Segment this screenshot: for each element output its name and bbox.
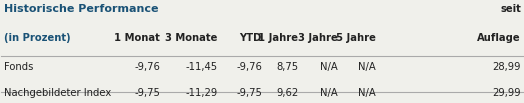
Text: -9,76: -9,76 bbox=[135, 61, 160, 71]
Text: Nachgebildeter Index: Nachgebildeter Index bbox=[4, 88, 111, 98]
Text: -11,29: -11,29 bbox=[185, 88, 217, 98]
Text: 1 Jahre: 1 Jahre bbox=[258, 33, 299, 43]
Text: Fonds: Fonds bbox=[4, 61, 34, 71]
Text: -9,75: -9,75 bbox=[135, 88, 160, 98]
Text: (in Prozent): (in Prozent) bbox=[4, 33, 71, 43]
Text: 5 Jahre: 5 Jahre bbox=[336, 33, 376, 43]
Text: -9,75: -9,75 bbox=[236, 88, 262, 98]
Text: -11,45: -11,45 bbox=[185, 61, 217, 71]
Text: N/A: N/A bbox=[320, 88, 337, 98]
Text: Auflage: Auflage bbox=[477, 33, 521, 43]
Text: 1 Monat: 1 Monat bbox=[114, 33, 160, 43]
Text: -9,76: -9,76 bbox=[236, 61, 262, 71]
Text: YTD: YTD bbox=[239, 33, 262, 43]
Text: 9,62: 9,62 bbox=[276, 88, 299, 98]
Text: 28,99: 28,99 bbox=[493, 61, 521, 71]
Text: N/A: N/A bbox=[358, 88, 376, 98]
Text: seit: seit bbox=[500, 4, 521, 14]
Text: N/A: N/A bbox=[320, 61, 337, 71]
Text: 29,99: 29,99 bbox=[493, 88, 521, 98]
Text: Historische Performance: Historische Performance bbox=[4, 4, 158, 14]
Text: N/A: N/A bbox=[358, 61, 376, 71]
Text: 3 Monate: 3 Monate bbox=[165, 33, 217, 43]
Text: 3 Jahre: 3 Jahre bbox=[298, 33, 337, 43]
Text: 8,75: 8,75 bbox=[276, 61, 299, 71]
